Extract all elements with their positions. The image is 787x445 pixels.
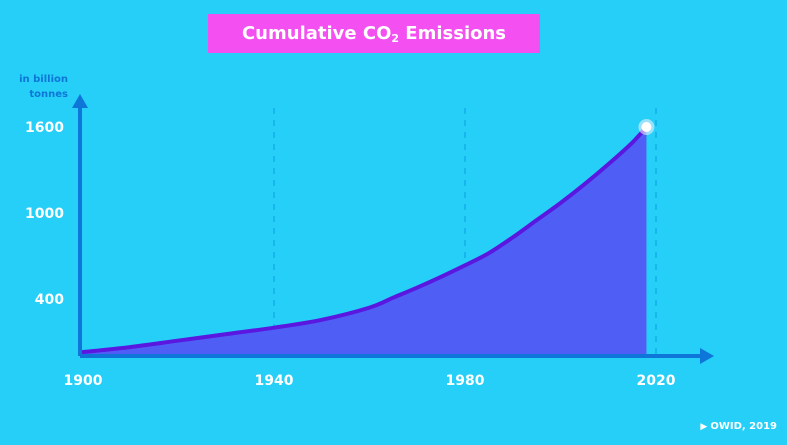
emissions-area [83, 127, 647, 356]
x-tick-label-1900: 1900 [64, 373, 103, 389]
highlight-point [641, 122, 652, 132]
y-axis-unit-label: in billion tonnes [6, 72, 68, 102]
chart-title: Cumulative CO2 Emissions [241, 22, 507, 45]
source-credit-text: OWID, 2019 [710, 421, 777, 432]
source-credit: ▶ OWID, 2019 [700, 421, 777, 432]
title-banner: Cumulative CO2 Emissions [208, 14, 540, 53]
emissions-line [81, 125, 649, 355]
x-tick-label-2020: 2020 [637, 373, 676, 389]
y-tick-label-1000: 1000 [25, 206, 64, 222]
x-axis-arrow-icon [700, 348, 714, 364]
y-axis-arrow-icon [72, 94, 88, 108]
y-tick-label-400: 400 [35, 292, 64, 308]
unit-line-2: tonnes [29, 89, 68, 100]
x-tick-label-1980: 1980 [446, 373, 485, 389]
y-tick-label-1600: 1600 [25, 120, 64, 136]
play-triangle-icon: ▶ [700, 422, 708, 432]
unit-line-1: in billion [19, 74, 68, 85]
x-tick-label-1940: 1940 [255, 373, 294, 389]
